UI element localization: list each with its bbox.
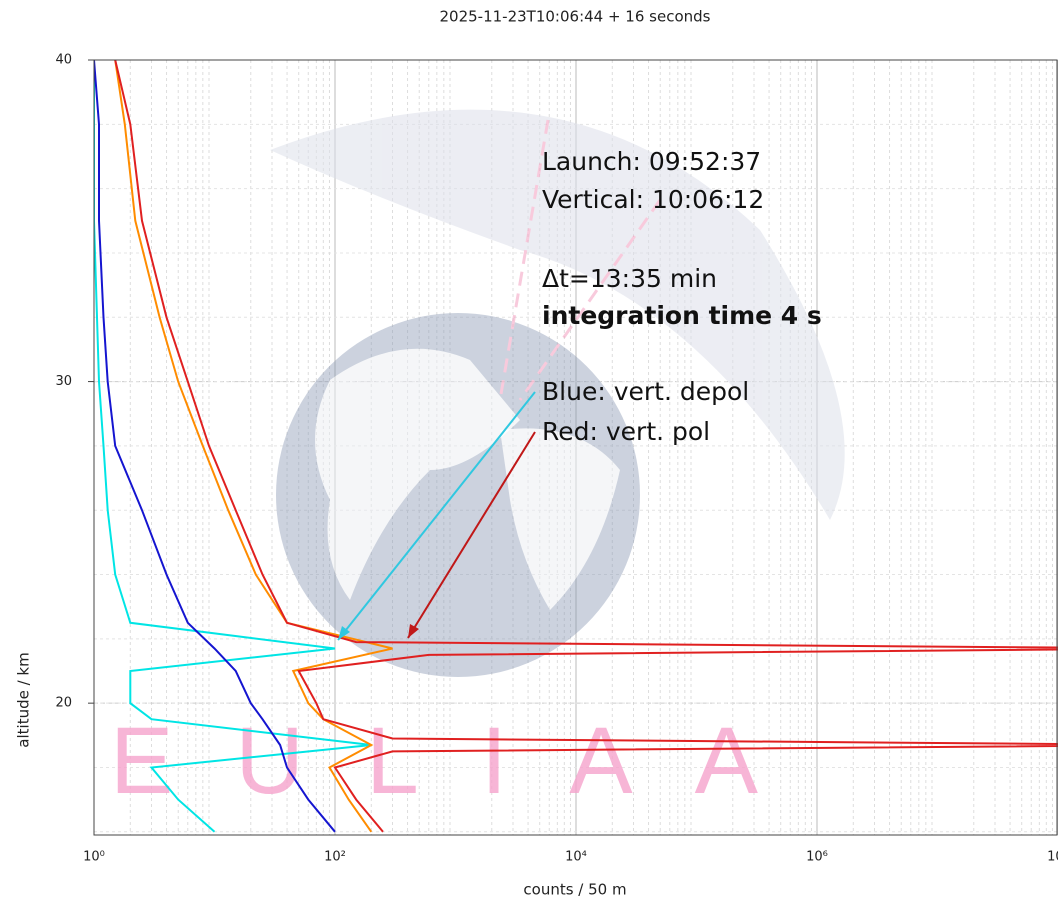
arrow-head xyxy=(338,626,350,640)
annotation: Red: vert. pol xyxy=(542,417,710,446)
annotation: Vertical: 10:06:12 xyxy=(542,185,764,214)
x-tick-label: 10⁶ xyxy=(806,850,828,865)
annotation: Δt=13:35 min xyxy=(542,264,717,293)
arrow-head xyxy=(408,624,419,638)
x-tick-label: 10⁰ xyxy=(83,850,105,865)
profile-line xyxy=(114,60,1058,833)
profile-line xyxy=(94,60,372,833)
y-tick-label: 30 xyxy=(55,374,72,389)
x-tick-label: 10² xyxy=(324,850,346,865)
arrow-blue xyxy=(337,391,536,641)
chart-title: 2025-11-23T10:06:44 + 16 seconds xyxy=(440,8,711,26)
x-axis-label: counts / 50 m xyxy=(523,881,626,899)
y-axis-label: altitude / km xyxy=(15,652,33,747)
annotation: integration time 4 s xyxy=(542,301,822,330)
plot-frame xyxy=(93,59,1058,836)
x-tick-label: 10⁴ xyxy=(565,850,587,865)
profile-line xyxy=(94,60,336,833)
y-tick-label: 20 xyxy=(55,696,72,711)
annotation: Launch: 09:52:37 xyxy=(542,147,761,176)
annotation: Blue: vert. depol xyxy=(542,377,749,406)
arrow-red xyxy=(407,431,536,639)
y-tick-label: 40 xyxy=(55,53,72,68)
lines xyxy=(94,60,1058,833)
logo xyxy=(270,109,845,677)
x-tick-label: 10⁸ xyxy=(1047,850,1058,865)
